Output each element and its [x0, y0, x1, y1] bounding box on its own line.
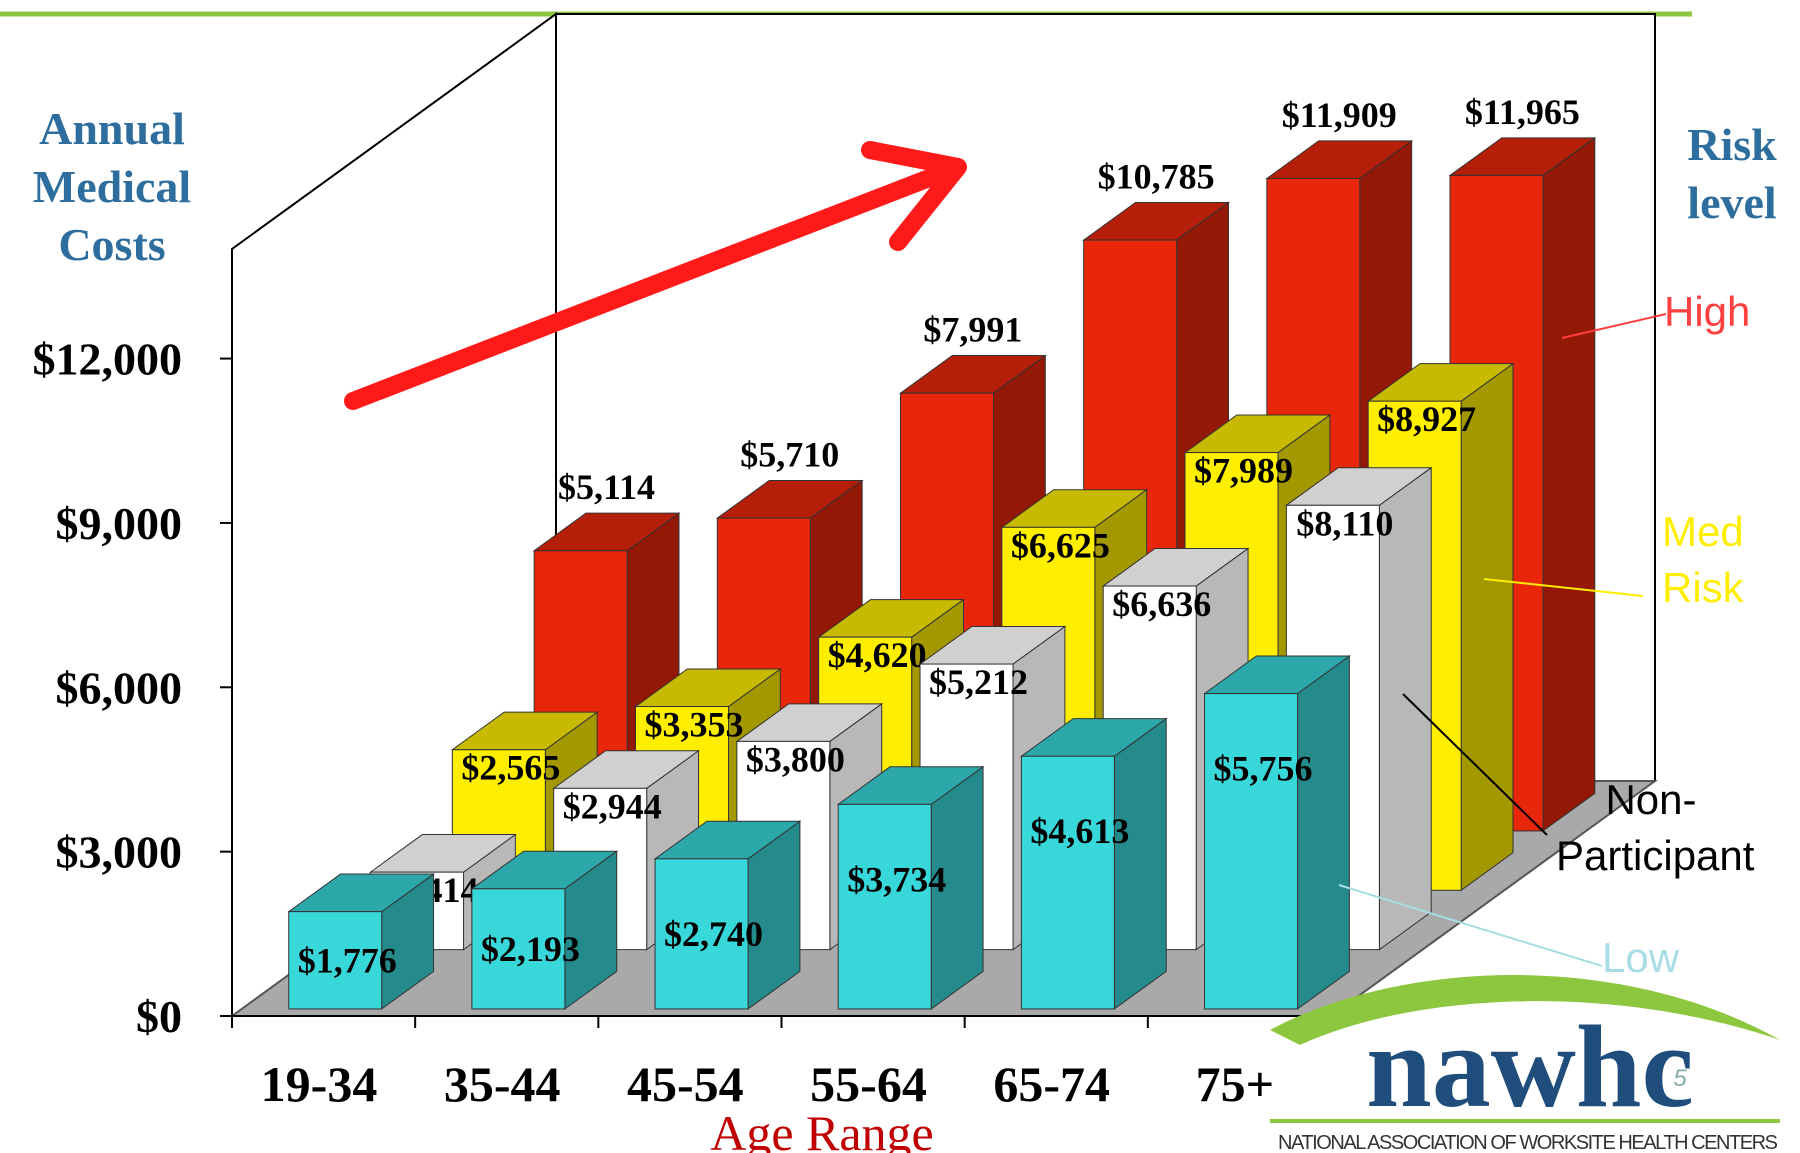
bar [1020, 755, 1115, 1010]
legend-label: High [1664, 288, 1751, 335]
y-tick-label: $12,000 [33, 334, 183, 385]
y-tick-label: $3,000 [56, 827, 183, 878]
bar [471, 888, 566, 1010]
bar-side [1297, 655, 1350, 1010]
legend-label: Low [1602, 934, 1680, 981]
page-number: 5 [1673, 1065, 1687, 1092]
value-label: $1,776 [298, 940, 397, 980]
logo-tagline: NATIONAL ASSOCIATION OF WORKSITE HEALTH … [1278, 1132, 1778, 1153]
value-label: $5,212 [929, 662, 1028, 702]
legend-label: Med Risk [1662, 508, 1744, 611]
x-axis-title: Age Range [710, 1105, 934, 1153]
x-tick-label: 45-54 [627, 1056, 744, 1112]
value-label: $3,353 [645, 705, 744, 745]
legend-leaders [1338, 313, 1667, 967]
bar [837, 803, 932, 1010]
x-tick-label: 65-74 [993, 1056, 1110, 1112]
bar [654, 858, 749, 1010]
bar [1204, 693, 1299, 1010]
bar-side [1460, 362, 1514, 892]
value-label: $11,965 [1465, 92, 1580, 132]
value-label: $4,620 [828, 635, 927, 675]
y-tick-label: $6,000 [56, 662, 183, 713]
bar-side [1113, 717, 1167, 1010]
bar-side [1542, 136, 1596, 832]
side-wall [231, 12, 557, 1016]
value-label: $8,110 [1296, 503, 1393, 543]
value-label: $7,991 [923, 310, 1022, 350]
y-axis-title: Annual Medical Costs [32, 103, 192, 270]
x-tick-label: 55-64 [810, 1056, 927, 1112]
x-tick-label: 75+ [1196, 1056, 1275, 1112]
value-label: $6,625 [1011, 525, 1110, 565]
value-label: $2,565 [461, 748, 560, 788]
legend-title: Risk level [1687, 119, 1777, 228]
value-label: $5,756 [1214, 749, 1313, 789]
x-tick-label: 35-44 [444, 1056, 561, 1112]
value-label: $6,636 [1112, 584, 1211, 624]
x-tick-label: 19-34 [261, 1056, 378, 1112]
y-tick-label: $0 [136, 991, 182, 1042]
value-label: $11,909 [1282, 95, 1397, 135]
value-label: $8,927 [1377, 399, 1476, 439]
logo-name: nawhc [1366, 1001, 1694, 1132]
logo-swoosh [1270, 975, 1780, 1045]
value-label: $2,193 [481, 929, 580, 969]
value-label: $5,114 [558, 467, 655, 507]
value-label: $2,740 [664, 914, 763, 954]
y-tick-label: $9,000 [56, 498, 183, 549]
value-label: $7,989 [1194, 451, 1293, 491]
value-label: $3,734 [847, 859, 946, 899]
value-label: $4,613 [1030, 811, 1129, 851]
value-label: $10,785 [1098, 156, 1215, 196]
bar [288, 911, 383, 1010]
value-label: $3,800 [746, 739, 845, 779]
value-label: $2,944 [563, 786, 662, 826]
legend-label: Non-Participant [1556, 776, 1755, 879]
value-label: $5,710 [740, 435, 839, 475]
trend-arrow [344, 141, 967, 410]
